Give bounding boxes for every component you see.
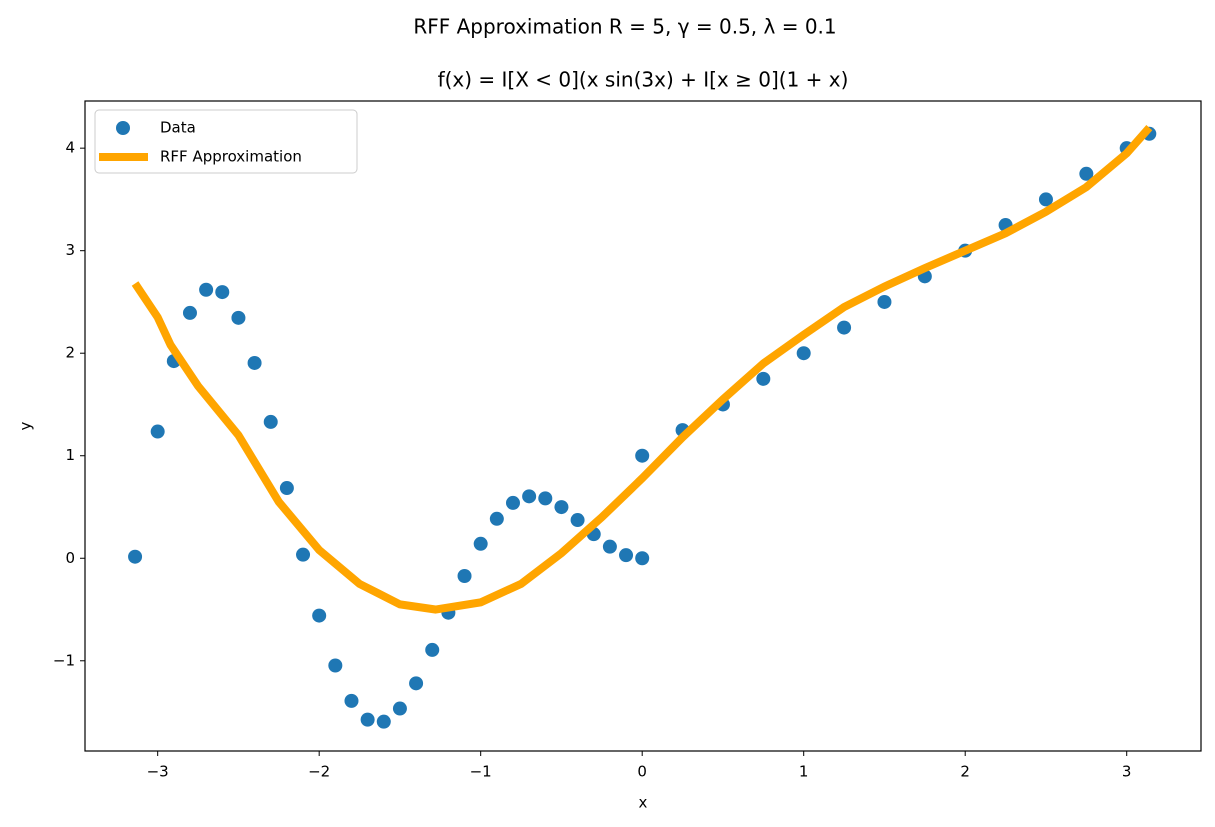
data-point: [570, 513, 585, 528]
data-point: [837, 320, 852, 335]
legend-marker: [116, 121, 130, 135]
data-point: [877, 294, 892, 309]
plot-area: [128, 125, 1157, 729]
data-point: [344, 693, 359, 708]
data-point: [505, 495, 520, 510]
data-point: [247, 355, 262, 370]
data-point: [376, 714, 391, 729]
data-point: [756, 371, 771, 386]
x-tick-label: −3: [147, 763, 169, 781]
data-point: [312, 608, 327, 623]
data-point: [1079, 166, 1094, 181]
y-tick-label: 0: [65, 549, 75, 567]
data-point: [796, 346, 811, 361]
line: [131, 125, 1153, 614]
legend-box: [94, 109, 358, 174]
data-point: [538, 491, 553, 506]
data-point: [489, 511, 504, 526]
data-point: [360, 712, 375, 727]
x-tick-label: 1: [799, 763, 809, 781]
data-point: [296, 547, 311, 562]
data-point: [392, 701, 407, 716]
data-point: [457, 568, 472, 583]
data-point: [473, 536, 488, 551]
legend-label: Data: [160, 119, 196, 137]
data-point: [328, 658, 343, 673]
data-point: [602, 539, 617, 554]
chart-title: f(x) = I[X < 0](x sin(3x) + I[x ≥ 0](1 +…: [438, 68, 849, 92]
data-point: [150, 424, 165, 439]
x-tick-label: −1: [470, 763, 492, 781]
x-tick-label: 3: [1122, 763, 1132, 781]
data-point: [619, 548, 634, 563]
legend: Data RFF Approximation: [94, 109, 358, 174]
y-tick-label: −1: [53, 651, 75, 669]
chart-suptitle: RFF Approximation R = 5, γ = 0.5, λ = 0.…: [413, 15, 836, 39]
x-tick-label: 2: [960, 763, 970, 781]
y-axis-label: y: [17, 421, 35, 430]
x-tick-label: 0: [637, 763, 647, 781]
data-point: [1038, 192, 1053, 207]
data-point: [635, 448, 650, 463]
data-point: [231, 310, 246, 325]
data-point: [199, 282, 214, 297]
axes-frame: [84, 100, 1202, 752]
x-axis-label: x: [639, 794, 648, 812]
data-point: [522, 489, 537, 504]
y-tick-label: 1: [65, 446, 75, 464]
data-point: [409, 676, 424, 691]
data-point: [263, 414, 278, 429]
data-point: [635, 551, 650, 566]
data-point: [215, 285, 230, 300]
data-point: [128, 549, 143, 564]
legend-label: RFF Approximation: [160, 148, 302, 166]
y-tick-label: 3: [65, 241, 75, 259]
y-tick-label: 2: [65, 344, 75, 362]
data-point: [279, 481, 294, 496]
data-point: [182, 305, 197, 320]
data-point: [554, 500, 569, 515]
data-point: [425, 642, 440, 657]
y-tick-label: 4: [65, 139, 75, 157]
x-tick-label: −2: [308, 763, 330, 781]
